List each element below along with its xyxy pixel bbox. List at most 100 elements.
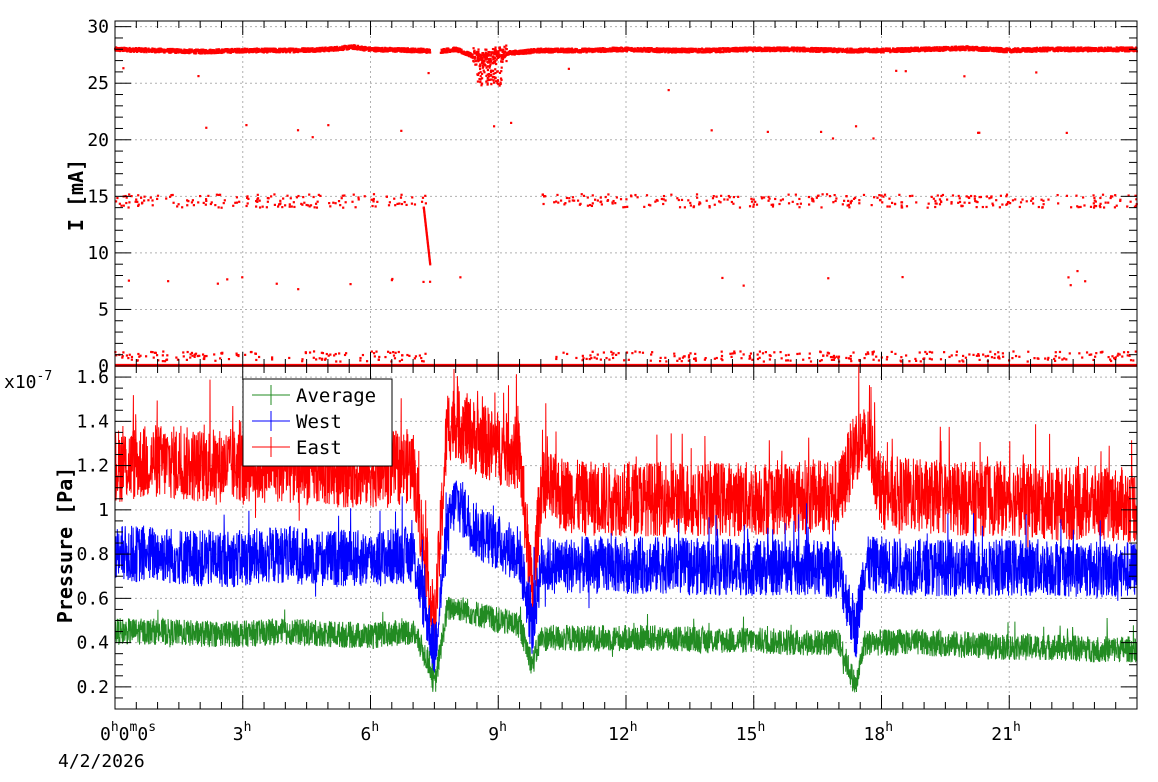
current-point bbox=[300, 202, 303, 205]
current-point bbox=[987, 354, 990, 358]
current-point bbox=[655, 47, 658, 50]
current-point bbox=[271, 356, 274, 359]
current-point bbox=[150, 50, 153, 53]
current-point bbox=[176, 205, 179, 208]
current-point bbox=[539, 50, 542, 53]
current-point bbox=[1042, 199, 1045, 202]
current-point bbox=[1111, 195, 1114, 198]
current-point bbox=[204, 198, 208, 201]
current-point bbox=[958, 360, 961, 363]
current-point bbox=[529, 52, 532, 55]
current-point bbox=[862, 193, 866, 197]
current-point bbox=[704, 356, 707, 360]
current-point bbox=[426, 236, 429, 239]
current-point bbox=[621, 50, 624, 53]
current-point bbox=[426, 237, 429, 240]
current-point bbox=[466, 50, 469, 53]
current-point bbox=[203, 52, 207, 55]
current-point bbox=[427, 244, 430, 248]
current-point bbox=[493, 76, 496, 79]
current-point bbox=[769, 47, 772, 50]
current-point bbox=[481, 60, 484, 63]
current-point bbox=[482, 63, 485, 66]
current-point bbox=[391, 47, 394, 50]
current-point bbox=[397, 350, 400, 354]
current-point bbox=[390, 279, 393, 282]
current-point bbox=[930, 195, 933, 198]
current-point bbox=[121, 47, 124, 50]
current-point bbox=[713, 203, 716, 206]
current-point bbox=[682, 355, 686, 358]
current-point bbox=[314, 202, 318, 205]
current-point bbox=[555, 355, 558, 359]
current-point bbox=[705, 199, 708, 202]
current-point bbox=[1126, 354, 1129, 357]
current-point bbox=[460, 48, 463, 51]
current-point bbox=[482, 61, 485, 65]
current-point bbox=[912, 47, 915, 50]
current-point bbox=[254, 352, 258, 355]
current-point bbox=[312, 195, 315, 199]
current-point bbox=[314, 50, 318, 53]
current-point bbox=[798, 206, 801, 209]
current-point bbox=[407, 48, 410, 52]
current-point bbox=[491, 69, 495, 72]
current-point bbox=[345, 352, 348, 355]
current-point bbox=[162, 350, 165, 353]
current-point bbox=[580, 193, 583, 196]
current-point bbox=[427, 51, 430, 54]
current-point bbox=[499, 49, 503, 52]
current-point bbox=[235, 353, 238, 357]
current-point bbox=[493, 56, 496, 59]
current-point bbox=[1026, 48, 1029, 51]
current-point bbox=[220, 51, 223, 55]
current-point bbox=[819, 50, 822, 53]
current-point bbox=[898, 193, 901, 196]
current-point bbox=[821, 47, 824, 50]
current-point bbox=[1135, 198, 1138, 201]
current-point bbox=[257, 355, 261, 359]
current-point bbox=[875, 51, 878, 54]
current-point bbox=[988, 49, 991, 52]
current-point bbox=[926, 206, 929, 209]
current-point bbox=[372, 352, 376, 355]
current-point bbox=[189, 356, 192, 359]
current-point bbox=[490, 52, 493, 56]
current-point bbox=[845, 195, 848, 198]
current-point bbox=[288, 205, 291, 208]
current-point bbox=[171, 193, 174, 197]
current-point bbox=[413, 203, 417, 206]
current-point bbox=[751, 358, 754, 361]
current-point bbox=[312, 356, 315, 359]
current-point bbox=[559, 199, 563, 202]
current-point bbox=[357, 198, 360, 201]
current-point bbox=[499, 77, 503, 80]
current-point bbox=[645, 194, 649, 197]
current-point bbox=[764, 350, 768, 354]
current-point bbox=[985, 195, 989, 198]
current-point bbox=[994, 353, 997, 356]
current-point bbox=[833, 356, 836, 359]
current-point bbox=[938, 46, 941, 49]
current-point bbox=[563, 203, 566, 206]
current-point bbox=[492, 79, 495, 82]
current-point bbox=[882, 195, 885, 198]
current-point bbox=[607, 50, 610, 53]
current-point bbox=[923, 46, 926, 49]
current-point bbox=[128, 353, 131, 356]
current-point bbox=[312, 350, 316, 353]
current-point bbox=[540, 47, 543, 50]
current-point bbox=[151, 199, 154, 202]
current-point bbox=[751, 50, 755, 53]
current-point bbox=[591, 202, 594, 205]
current-point bbox=[313, 206, 316, 209]
current-point bbox=[760, 46, 763, 50]
current-point bbox=[182, 351, 185, 354]
current-point bbox=[479, 56, 482, 59]
current-point bbox=[659, 356, 662, 360]
current-point bbox=[284, 47, 287, 51]
current-point bbox=[1125, 50, 1128, 53]
current-point bbox=[516, 50, 519, 53]
current-point bbox=[138, 50, 141, 53]
current-point bbox=[938, 203, 942, 206]
